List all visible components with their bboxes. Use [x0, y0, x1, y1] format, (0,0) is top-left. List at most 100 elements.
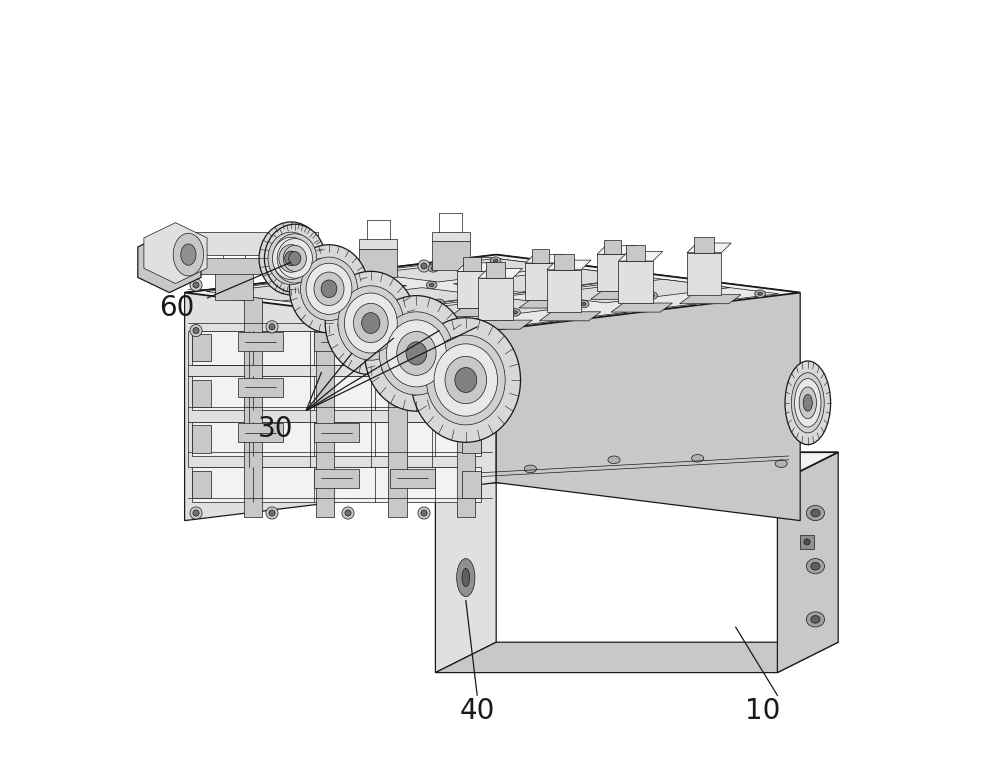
- Text: 60: 60: [159, 294, 195, 321]
- Ellipse shape: [411, 318, 521, 442]
- Ellipse shape: [758, 292, 762, 295]
- Ellipse shape: [259, 222, 323, 295]
- Ellipse shape: [633, 274, 644, 282]
- Ellipse shape: [806, 505, 825, 521]
- Ellipse shape: [558, 317, 563, 319]
- Ellipse shape: [627, 309, 631, 312]
- Ellipse shape: [229, 289, 239, 296]
- Polygon shape: [539, 312, 601, 321]
- Ellipse shape: [190, 325, 202, 337]
- Polygon shape: [215, 277, 407, 301]
- Ellipse shape: [457, 559, 475, 597]
- Ellipse shape: [418, 507, 430, 519]
- Ellipse shape: [434, 344, 498, 416]
- Ellipse shape: [406, 342, 427, 365]
- Ellipse shape: [365, 296, 468, 411]
- Polygon shape: [144, 223, 207, 283]
- Ellipse shape: [578, 300, 589, 308]
- Ellipse shape: [289, 245, 369, 333]
- Ellipse shape: [421, 263, 427, 269]
- Polygon shape: [435, 642, 838, 673]
- Ellipse shape: [447, 316, 458, 324]
- Bar: [462, 470, 481, 499]
- Ellipse shape: [269, 510, 275, 516]
- Ellipse shape: [445, 356, 487, 404]
- Polygon shape: [138, 232, 201, 293]
- Bar: [462, 334, 481, 362]
- Ellipse shape: [505, 293, 510, 296]
- Ellipse shape: [268, 232, 314, 285]
- Bar: [800, 535, 814, 549]
- Ellipse shape: [455, 368, 477, 392]
- Bar: [432, 241, 470, 270]
- Ellipse shape: [421, 316, 427, 322]
- Ellipse shape: [190, 279, 202, 291]
- Ellipse shape: [193, 282, 199, 288]
- Polygon shape: [188, 376, 470, 422]
- Ellipse shape: [581, 302, 586, 306]
- Ellipse shape: [193, 510, 199, 516]
- Ellipse shape: [775, 460, 787, 467]
- Text: 40: 40: [460, 697, 495, 724]
- Ellipse shape: [301, 257, 357, 321]
- Polygon shape: [471, 320, 532, 329]
- Ellipse shape: [362, 275, 367, 278]
- Polygon shape: [373, 278, 779, 328]
- Ellipse shape: [647, 292, 657, 299]
- Bar: [238, 423, 283, 442]
- Polygon shape: [777, 452, 838, 673]
- Ellipse shape: [418, 313, 430, 325]
- Polygon shape: [486, 262, 505, 278]
- Ellipse shape: [269, 324, 275, 330]
- Bar: [192, 331, 481, 365]
- Ellipse shape: [493, 259, 498, 262]
- Ellipse shape: [358, 290, 368, 297]
- Bar: [215, 271, 253, 300]
- Polygon shape: [525, 263, 556, 300]
- Ellipse shape: [795, 378, 821, 427]
- Ellipse shape: [811, 616, 820, 623]
- Ellipse shape: [495, 273, 505, 280]
- Bar: [192, 467, 481, 502]
- Bar: [215, 262, 253, 271]
- Ellipse shape: [374, 309, 379, 312]
- Ellipse shape: [362, 312, 380, 334]
- Bar: [192, 379, 211, 407]
- Ellipse shape: [291, 281, 301, 289]
- Polygon shape: [687, 243, 731, 252]
- Bar: [192, 334, 211, 362]
- Polygon shape: [188, 422, 470, 467]
- Ellipse shape: [426, 281, 437, 289]
- Ellipse shape: [190, 507, 202, 519]
- Ellipse shape: [806, 559, 825, 574]
- Polygon shape: [525, 255, 564, 263]
- Ellipse shape: [799, 387, 816, 419]
- Polygon shape: [457, 271, 487, 309]
- Polygon shape: [383, 299, 574, 322]
- Ellipse shape: [321, 280, 337, 298]
- Ellipse shape: [298, 299, 303, 302]
- Ellipse shape: [371, 306, 382, 315]
- Ellipse shape: [560, 268, 565, 271]
- Polygon shape: [604, 240, 621, 255]
- Bar: [287, 251, 325, 260]
- Polygon shape: [457, 263, 496, 271]
- Polygon shape: [435, 452, 496, 673]
- Bar: [192, 470, 211, 499]
- Ellipse shape: [571, 282, 581, 290]
- Ellipse shape: [283, 245, 306, 271]
- Ellipse shape: [811, 509, 820, 517]
- Ellipse shape: [557, 265, 568, 273]
- Ellipse shape: [266, 507, 278, 519]
- Ellipse shape: [285, 251, 297, 266]
- Polygon shape: [611, 303, 672, 312]
- Ellipse shape: [712, 287, 717, 290]
- Ellipse shape: [345, 510, 351, 516]
- Bar: [192, 376, 481, 410]
- Ellipse shape: [289, 252, 301, 265]
- Polygon shape: [297, 288, 489, 312]
- Ellipse shape: [695, 299, 700, 302]
- Polygon shape: [597, 255, 627, 291]
- Ellipse shape: [785, 361, 831, 445]
- Ellipse shape: [811, 562, 820, 570]
